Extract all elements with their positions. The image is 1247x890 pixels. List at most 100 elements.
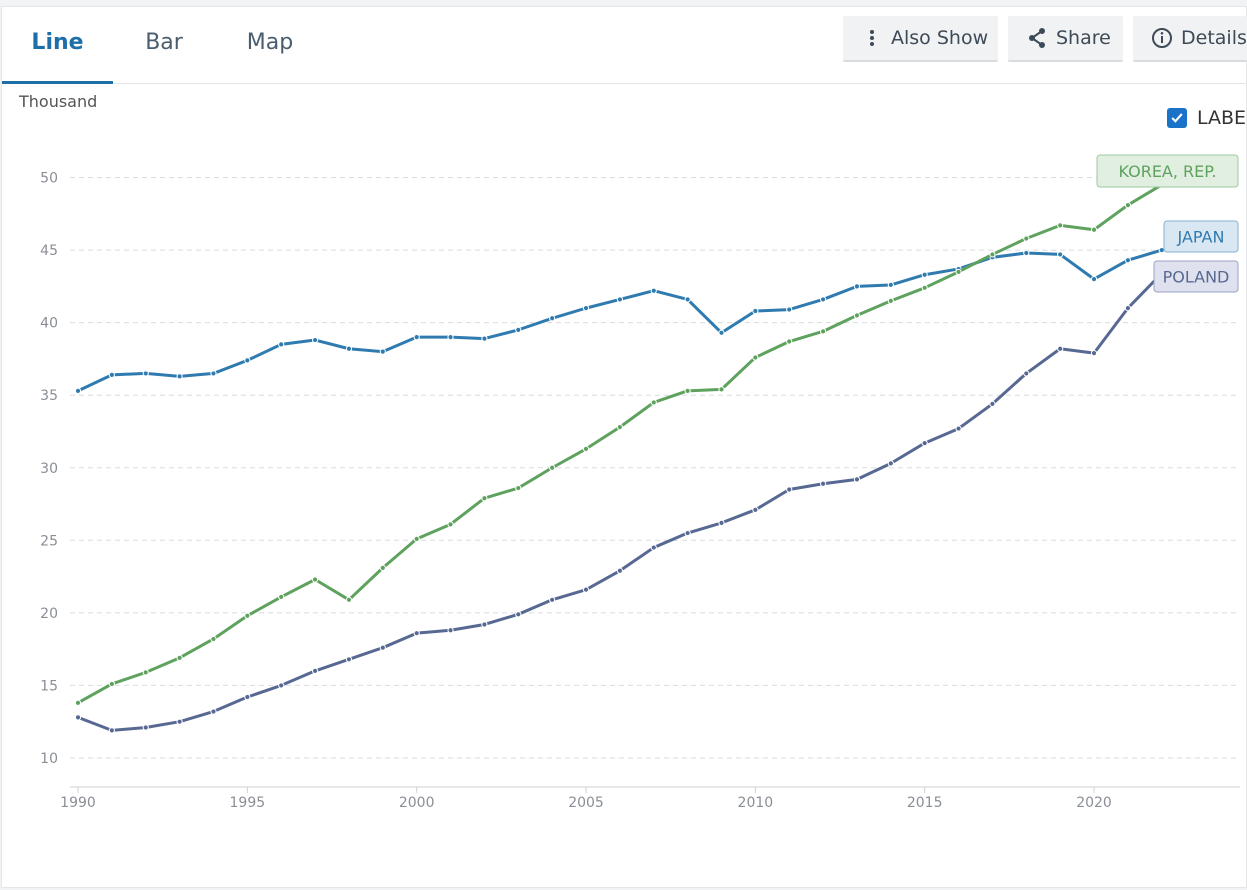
series-label-korea-rep: KOREA, REP.: [1118, 162, 1216, 181]
data-point-korea-rep: [752, 354, 759, 361]
data-point-korea-rep: [447, 521, 454, 528]
more-vertical-icon: [861, 27, 883, 49]
data-point-poland: [278, 682, 285, 689]
also-show-label: Also Show: [891, 27, 989, 49]
data-point-korea-rep: [210, 635, 217, 643]
data-point-japan: [887, 281, 894, 289]
data-point-poland: [1124, 305, 1131, 312]
x-tick-label: 2000: [399, 795, 435, 811]
share-icon: [1026, 27, 1048, 49]
data-point-japan: [684, 296, 691, 303]
data-point-japan: [853, 283, 861, 290]
x-tick-label: 1995: [230, 795, 266, 811]
data-point-korea-rep: [989, 251, 996, 258]
data-point-korea-rep: [616, 424, 623, 431]
x-tick-label: 2015: [907, 795, 943, 811]
chart-type-tabs: Line Bar Map: [2, 7, 1246, 84]
tab-map[interactable]: Map: [246, 30, 294, 55]
data-point-japan: [447, 334, 454, 341]
data-point-poland: [819, 480, 827, 487]
data-point-japan: [650, 287, 657, 294]
data-point-korea-rep: [887, 297, 894, 304]
y-tick-label: 10: [40, 751, 58, 767]
data-point-korea-rep: [549, 464, 556, 471]
data-point-poland: [1057, 345, 1064, 352]
data-point-poland: [447, 627, 454, 634]
y-axis-unit-label: Thousand: [19, 92, 98, 111]
data-point-korea-rep: [853, 312, 861, 319]
data-point-korea-rep: [582, 445, 590, 452]
data-point-japan: [549, 315, 556, 322]
data-point-poland: [176, 718, 183, 725]
tab-bar[interactable]: Bar: [145, 30, 183, 55]
data-point-japan: [921, 271, 928, 278]
y-tick-label: 50: [40, 171, 58, 187]
data-point-japan: [752, 307, 759, 315]
chart-panel: Line Bar Map: [1, 6, 1247, 888]
also-show-button[interactable]: Also Show: [843, 16, 998, 62]
data-point-poland: [752, 506, 759, 513]
data-point-korea-rep: [921, 284, 928, 291]
data-point-poland: [108, 727, 115, 734]
series-line-poland: [77, 263, 1197, 732]
data-point-poland: [989, 400, 996, 407]
data-point-poland: [481, 621, 488, 628]
series-label-box-japan: [1163, 220, 1239, 253]
data-point-poland: [887, 460, 894, 467]
data-point-korea-rep: [278, 593, 285, 601]
series-label-box-poland: [1153, 260, 1239, 293]
details-button[interactable]: Details: [1133, 16, 1247, 62]
y-tick-label: 15: [40, 678, 58, 694]
data-point-korea-rep: [311, 576, 319, 583]
data-point-korea-rep: [74, 699, 82, 706]
share-button[interactable]: Share: [1008, 16, 1123, 62]
data-point-poland: [921, 439, 928, 447]
y-tick-label: 45: [40, 243, 58, 259]
data-point-korea-rep: [481, 495, 488, 502]
series-line-korea-rep: [77, 170, 1197, 705]
checkbox-checked-icon[interactable]: [1167, 108, 1187, 128]
data-point-korea-rep: [176, 654, 183, 661]
data-point-poland: [379, 644, 386, 651]
data-point-poland: [74, 714, 82, 721]
y-tick-label: 40: [40, 316, 58, 332]
data-point-japan: [1057, 251, 1064, 258]
data-point-poland: [616, 567, 623, 574]
data-point-korea-rep: [108, 680, 115, 688]
data-point-japan: [1090, 276, 1098, 283]
labels-toggle-label: LABEL: [1197, 107, 1247, 129]
data-point-japan: [176, 373, 183, 380]
data-point-japan: [481, 335, 488, 342]
data-point-poland: [142, 724, 149, 731]
data-point-poland: [515, 611, 522, 618]
data-point-korea-rep: [684, 387, 691, 394]
data-point-japan: [819, 296, 827, 303]
data-point-poland: [1090, 350, 1098, 357]
y-tick-label: 35: [40, 388, 58, 404]
data-point-poland: [311, 667, 319, 675]
data-point-japan: [1124, 257, 1131, 264]
labels-toggle[interactable]: LABEL: [1167, 107, 1247, 129]
data-point-japan: [345, 345, 353, 352]
data-point-korea-rep: [379, 564, 386, 571]
data-point-poland: [786, 486, 793, 493]
data-point-korea-rep: [1057, 222, 1064, 229]
data-point-japan: [582, 305, 590, 312]
data-point-korea-rep: [413, 535, 420, 542]
data-point-poland: [210, 708, 217, 715]
data-point-poland: [718, 519, 725, 526]
data-point-korea-rep: [142, 669, 149, 676]
data-point-japan: [413, 334, 420, 341]
data-point-korea-rep: [345, 596, 353, 603]
data-point-korea-rep: [1023, 235, 1030, 242]
data-point-korea-rep: [955, 268, 962, 275]
data-point-japan: [379, 348, 386, 355]
data-point-korea-rep: [1090, 226, 1098, 233]
tab-line[interactable]: Line: [2, 7, 113, 84]
data-point-japan: [616, 296, 623, 303]
data-point-japan: [1023, 249, 1030, 257]
data-point-poland: [345, 656, 353, 663]
data-point-poland: [684, 529, 691, 537]
series-label-japan: JAPAN: [1177, 228, 1225, 247]
